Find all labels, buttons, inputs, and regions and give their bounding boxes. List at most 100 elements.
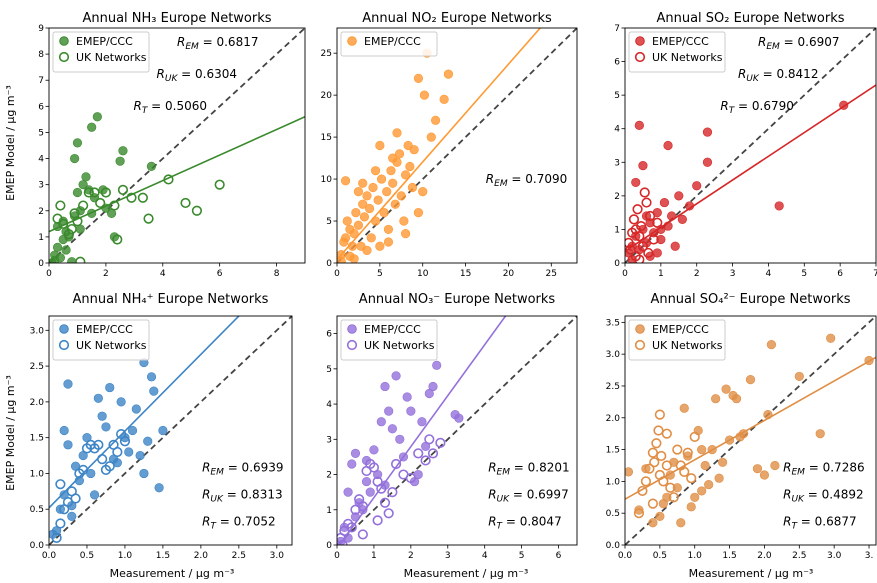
emep-point: [665, 470, 675, 480]
y-axis-label-top: EMEP Model / µg m⁻³: [4, 85, 17, 201]
emep-point: [131, 404, 141, 414]
legend-marker: [634, 339, 646, 351]
emep-point: [351, 208, 361, 218]
uk-point: [95, 197, 106, 209]
emep-point: [72, 187, 83, 198]
emep-point: [684, 201, 695, 211]
legend-box: [340, 319, 438, 361]
x-tick-label: 0.5: [653, 551, 667, 561]
y-tick-label: 2.5: [606, 382, 620, 392]
emep-point: [402, 392, 412, 402]
legend-marker: [58, 339, 70, 351]
emep-point: [430, 115, 441, 125]
y-tick-label: 6: [326, 330, 332, 340]
r-statistic: RT = 0.6790: [720, 99, 794, 116]
uk-point: [628, 214, 640, 225]
emep-point: [443, 69, 454, 79]
x-tick-label: 2.0: [757, 551, 772, 561]
emep-point: [67, 257, 77, 263]
uk-point: [346, 522, 357, 533]
y-axis-label-bottom: EMEP Model / µg m⁻³: [4, 375, 17, 491]
y-tick-label: 1: [38, 233, 44, 243]
uk-point: [625, 237, 634, 248]
plot-area: [625, 316, 876, 545]
x-tick-label: 2.0: [194, 551, 209, 561]
x-tick-label: 1.0: [118, 551, 133, 561]
emep-point: [652, 248, 662, 258]
r-statistic: REM = 0.8201: [488, 461, 569, 478]
uk-point: [387, 487, 398, 498]
emep-point: [815, 429, 825, 439]
r-statistic: RUK = 0.6304: [157, 67, 238, 84]
emep-point: [396, 191, 406, 201]
uk-point: [633, 508, 645, 519]
x-tick-label: 2: [694, 269, 700, 279]
x-tick-label: 1.5: [722, 551, 736, 561]
y-tick-label: 5: [326, 365, 332, 375]
uk-point: [647, 498, 658, 509]
uk-point: [654, 409, 665, 420]
emep-point: [774, 201, 784, 211]
x-tick-label: 6: [217, 269, 223, 279]
emep-point: [418, 187, 428, 197]
emep-point: [413, 73, 424, 83]
x-axis-label-right: Measurement / µg m⁻³: [689, 567, 814, 580]
emep-point: [375, 241, 385, 251]
emep-point: [432, 360, 442, 370]
uk-point: [672, 444, 683, 455]
one-to-one-line: [625, 28, 876, 263]
x-tick-label: 1: [371, 551, 377, 561]
uk-point: [652, 217, 663, 228]
emep-point: [382, 187, 392, 197]
emep-point: [388, 178, 398, 188]
emep-point: [864, 355, 874, 366]
uk-point: [630, 224, 641, 235]
emep-point: [638, 161, 648, 171]
emep-point: [353, 187, 364, 197]
uk-point: [658, 476, 669, 487]
emep-point: [388, 153, 398, 163]
x-tick-label: 5: [519, 551, 525, 561]
x-tick-label: 0: [46, 269, 52, 279]
uk-point: [625, 244, 636, 255]
y-tick-label: 9: [38, 24, 44, 34]
y-tick-label: 1.0: [606, 477, 621, 487]
uk-point: [665, 482, 676, 493]
emep-point: [380, 381, 390, 392]
uk-point: [52, 213, 63, 224]
axes-frame: [624, 315, 877, 546]
uk-point: [55, 518, 66, 529]
x-tick-label: 4: [482, 551, 488, 561]
emep-point: [648, 518, 658, 528]
r-statistic: REM = 0.6939: [202, 461, 283, 478]
y-tick-label: 4: [38, 155, 44, 165]
x-tick-label: 0.0: [618, 551, 633, 561]
y-tick-label: 0: [614, 259, 620, 269]
r-statistic: RUK = 0.8313: [202, 488, 283, 505]
axes-frame: [336, 315, 578, 546]
panel-5: Annual NO₃⁻ Europe Networks 0 1 2 3 4 5 6 0 1 2 3 4 5…: [326, 292, 578, 561]
emep-point: [69, 153, 80, 164]
emep-point: [52, 242, 63, 252]
x-tick-label: 0: [622, 269, 628, 279]
uk-point: [109, 200, 120, 211]
emep-point: [625, 467, 634, 477]
emep-point: [392, 128, 402, 138]
legend-box: [52, 319, 150, 361]
emep-point: [428, 381, 438, 392]
uk-point: [686, 473, 697, 484]
x-tick-label: 7: [873, 269, 877, 279]
r-statistic: REM = 0.7286: [783, 461, 864, 478]
uk-point: [72, 216, 83, 227]
emep-point: [700, 460, 710, 471]
plot-area: [337, 316, 577, 545]
y-tick-label: 6: [614, 58, 620, 68]
y-tick-label: 5: [38, 128, 44, 138]
emep-point: [677, 214, 687, 224]
emep-point: [59, 425, 69, 436]
emep-point: [49, 258, 57, 263]
regression-line: [337, 28, 542, 261]
y-tick-label: 4: [326, 400, 332, 410]
emep-point: [721, 384, 731, 394]
emep-point: [631, 177, 641, 188]
